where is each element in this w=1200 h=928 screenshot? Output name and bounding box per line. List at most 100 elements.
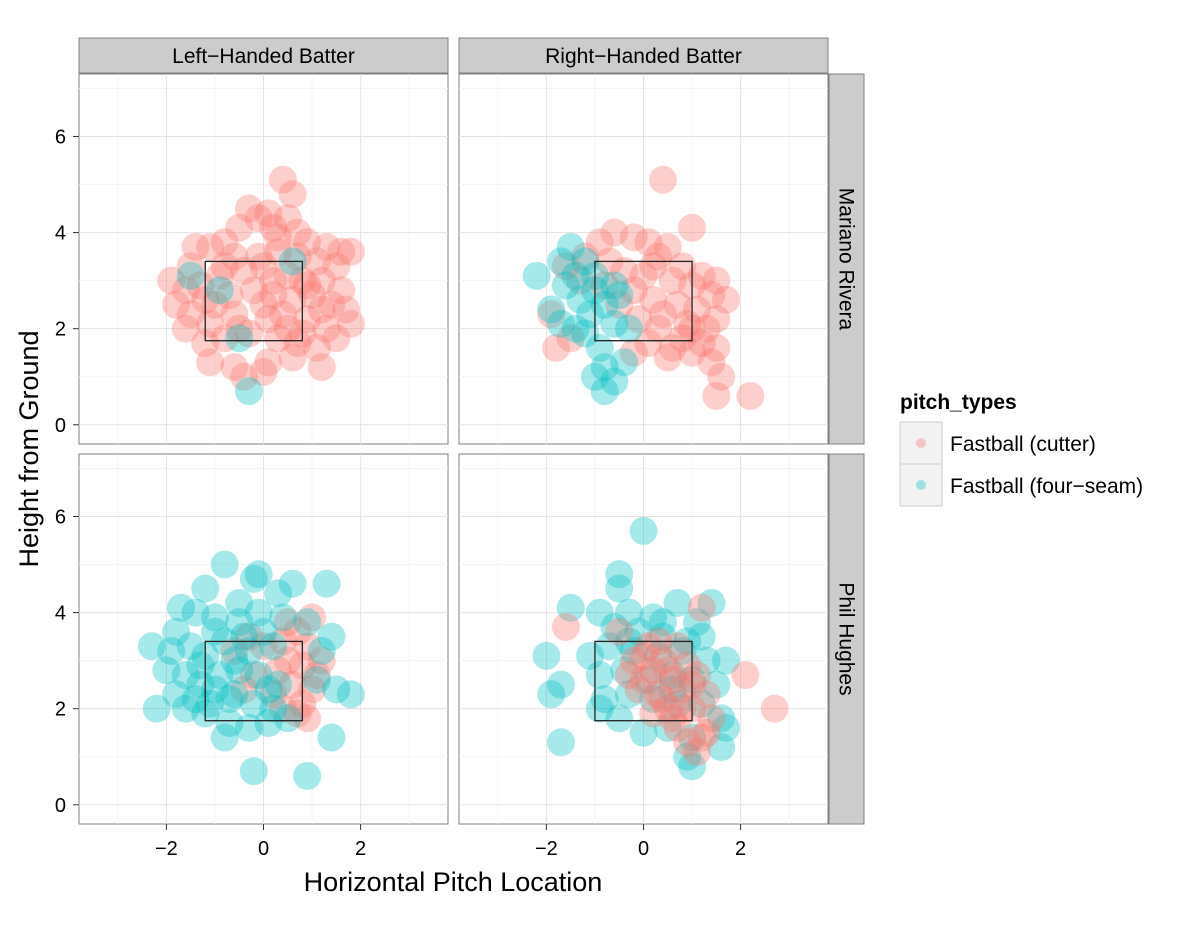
data-point bbox=[668, 694, 697, 723]
data-point bbox=[273, 704, 302, 733]
data-point bbox=[312, 314, 341, 343]
data-point bbox=[200, 603, 229, 632]
data-point bbox=[234, 622, 263, 651]
data-point bbox=[697, 588, 726, 617]
data-point bbox=[176, 261, 205, 290]
data-point bbox=[259, 632, 288, 661]
data-point bbox=[639, 252, 668, 281]
data-point bbox=[249, 357, 278, 386]
data-point bbox=[571, 247, 600, 276]
data-point bbox=[522, 261, 551, 290]
data-point bbox=[566, 285, 595, 314]
data-point bbox=[610, 257, 639, 286]
data-point bbox=[259, 266, 288, 295]
data-point bbox=[585, 598, 614, 627]
data-point bbox=[259, 694, 288, 723]
data-point bbox=[629, 665, 658, 694]
data-point bbox=[283, 617, 312, 646]
data-point bbox=[663, 290, 692, 319]
data-point bbox=[220, 242, 249, 271]
data-point bbox=[639, 285, 668, 314]
data-point bbox=[653, 694, 682, 723]
data-point bbox=[268, 603, 297, 632]
data-point bbox=[166, 593, 195, 622]
data-point bbox=[298, 603, 327, 632]
data-point bbox=[181, 685, 210, 714]
data-point bbox=[254, 305, 283, 334]
data-point bbox=[239, 689, 268, 718]
data-point bbox=[317, 290, 346, 319]
data-point bbox=[239, 564, 268, 593]
data-point bbox=[658, 675, 687, 704]
strike-zone-box bbox=[594, 260, 693, 342]
data-point bbox=[259, 281, 288, 310]
y-tick-label: 4 bbox=[55, 223, 66, 245]
data-point bbox=[692, 680, 721, 709]
data-point bbox=[668, 252, 697, 281]
data-point bbox=[244, 560, 273, 589]
data-point bbox=[205, 276, 234, 305]
y-tick-label: 6 bbox=[55, 126, 66, 148]
data-point bbox=[614, 598, 643, 627]
data-point bbox=[678, 723, 707, 752]
facet-column-label: Right−Handed Batter bbox=[545, 45, 742, 68]
data-point bbox=[605, 560, 634, 589]
data-point bbox=[712, 713, 741, 742]
data-point bbox=[268, 300, 297, 329]
data-point bbox=[658, 661, 687, 690]
data-point bbox=[293, 632, 322, 661]
data-point bbox=[600, 367, 629, 396]
data-point bbox=[215, 709, 244, 738]
x-axis-title: Horizontal Pitch Location bbox=[304, 867, 603, 897]
legend-key-dot bbox=[916, 480, 926, 490]
data-point bbox=[234, 377, 263, 406]
legend-title: pitch_types bbox=[900, 391, 1017, 414]
facet-row-label: Mariano Rivera bbox=[835, 188, 858, 331]
data-point bbox=[278, 670, 307, 699]
data-point bbox=[668, 675, 697, 704]
data-point bbox=[634, 329, 663, 358]
data-point bbox=[273, 314, 302, 343]
data-point bbox=[600, 612, 629, 641]
data-point bbox=[230, 675, 259, 704]
x-tick-label: −2 bbox=[535, 838, 558, 860]
data-point bbox=[614, 314, 643, 343]
data-point bbox=[293, 305, 322, 334]
data-point bbox=[610, 348, 639, 377]
y-tick-label: 4 bbox=[55, 603, 66, 625]
data-point bbox=[186, 651, 215, 680]
data-point bbox=[220, 300, 249, 329]
data-point bbox=[162, 617, 191, 646]
data-point bbox=[673, 728, 702, 757]
data-point bbox=[658, 665, 687, 694]
data-point bbox=[682, 661, 711, 690]
data-point bbox=[692, 646, 721, 675]
data-point bbox=[542, 333, 571, 362]
strike-zone-box bbox=[204, 640, 303, 722]
data-point bbox=[678, 213, 707, 242]
strike-zone-box bbox=[594, 640, 693, 722]
data-point bbox=[687, 261, 716, 290]
data-point bbox=[239, 661, 268, 690]
data-point bbox=[278, 180, 307, 209]
data-point bbox=[210, 228, 239, 257]
data-point bbox=[546, 309, 575, 338]
data-point bbox=[682, 295, 711, 324]
data-point bbox=[614, 680, 643, 709]
data-point bbox=[624, 675, 653, 704]
data-point bbox=[731, 661, 760, 690]
data-point bbox=[634, 228, 663, 257]
x-tick-label: 0 bbox=[258, 838, 269, 860]
data-point bbox=[239, 276, 268, 305]
data-point bbox=[278, 569, 307, 598]
data-point bbox=[268, 165, 297, 194]
data-point bbox=[312, 569, 341, 598]
data-point bbox=[653, 656, 682, 685]
data-point bbox=[191, 329, 220, 358]
data-point bbox=[220, 680, 249, 709]
data-point bbox=[162, 680, 191, 709]
data-point bbox=[648, 685, 677, 714]
data-point bbox=[142, 694, 171, 723]
y-tick-label: 2 bbox=[55, 699, 66, 721]
